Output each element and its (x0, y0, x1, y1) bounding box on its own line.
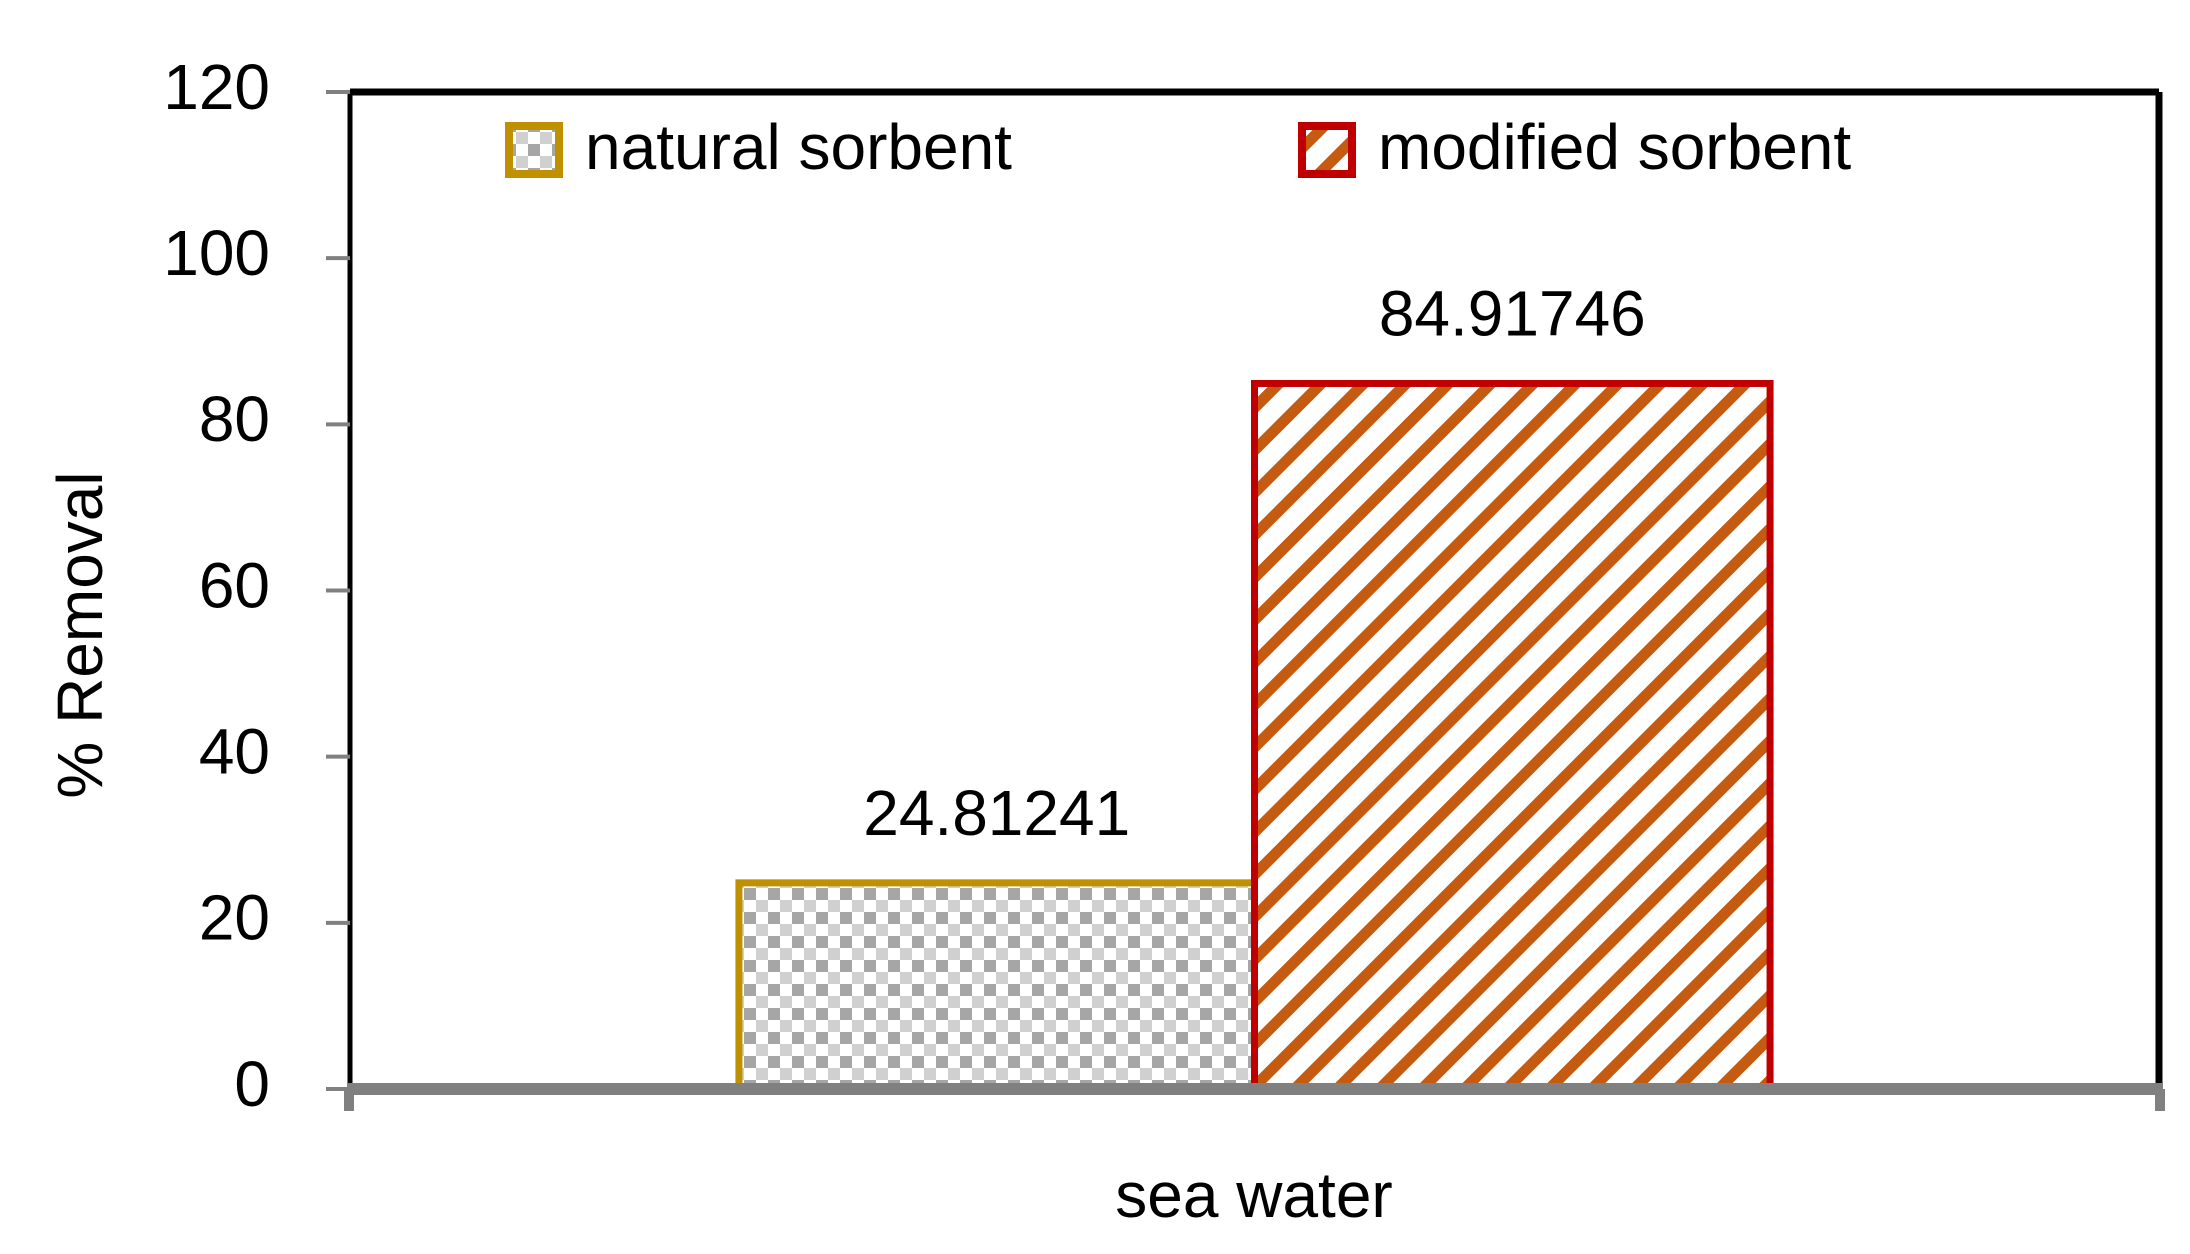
y-tick-label: 120 (163, 51, 270, 123)
y-tick-label: 80 (199, 383, 270, 455)
legend-swatch (505, 122, 563, 178)
y-tick-label: 100 (163, 217, 270, 289)
y-tick-label: 20 (199, 882, 270, 954)
value-label: 24.81241 (863, 777, 1130, 849)
bar (1251, 379, 1774, 1093)
value-label: 84.91746 (1379, 277, 1646, 349)
y-tick-label: 40 (199, 716, 270, 788)
y-tick-label: 60 (199, 549, 270, 621)
x-axis-title: sea water (1115, 1159, 1392, 1231)
legend-label: natural sorbent (585, 111, 1012, 183)
y-tick-label: 0 (234, 1048, 270, 1120)
legend-label: modified sorbent (1378, 111, 1851, 183)
y-axis-title: % Removal (44, 471, 116, 798)
legend-swatch (1298, 122, 1356, 178)
bar (735, 879, 1258, 1093)
